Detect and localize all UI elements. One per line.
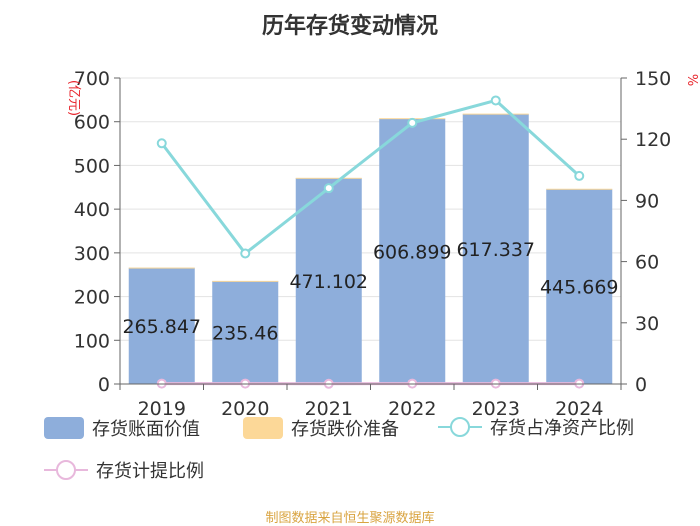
right-axis-tick-label: 150 — [635, 68, 671, 90]
point-net-asset-ratio — [241, 249, 249, 257]
right-axis-tick-label: 30 — [635, 313, 659, 335]
bar-value-label: 235.46 — [212, 323, 278, 345]
left-axis-tick-label: 300 — [74, 243, 110, 265]
legend-label-provision-ratio: 存货计提比例 — [96, 457, 204, 483]
point-net-asset-ratio — [158, 139, 166, 147]
right-axis-unit-label: % — [684, 74, 699, 86]
right-axis-tick-label: 90 — [635, 190, 659, 212]
legend-item-book-value[interactable]: 存货账面价值 — [44, 415, 200, 441]
left-axis-tick-label: 500 — [74, 155, 110, 177]
bar-value-label: 265.847 — [122, 316, 201, 338]
legend-swatch-net-asset-ratio — [438, 415, 482, 439]
left-axis-tick-label: 200 — [74, 287, 110, 309]
bar-value-label: 445.669 — [540, 277, 619, 299]
legend-swatch-provision-ratio — [44, 458, 88, 482]
point-net-asset-ratio — [575, 172, 583, 180]
legend-swatch-book-value — [44, 417, 84, 439]
left-axis-unit-label: (亿元) — [66, 80, 81, 116]
right-axis-tick-label: 0 — [635, 374, 647, 396]
right-axis-tick-label: 60 — [635, 252, 659, 274]
left-axis-tick-label: 100 — [74, 330, 110, 352]
source-note: 制图数据来自恒生聚源数据库 — [0, 507, 700, 526]
point-net-asset-ratio — [408, 119, 416, 127]
legend-item-net-asset-ratio[interactable]: 存货占净资产比例 — [438, 414, 634, 440]
bar-value-label: 606.899 — [373, 241, 452, 263]
legend-swatch-impairment — [243, 417, 283, 439]
bar-impairment — [212, 281, 278, 282]
legend-label-impairment: 存货跌价准备 — [291, 415, 399, 441]
bar-impairment — [129, 268, 195, 269]
legend-label-book-value: 存货账面价值 — [92, 415, 200, 441]
left-axis-tick-label: 0 — [98, 374, 110, 396]
bar-impairment — [296, 178, 362, 179]
gridlines — [120, 78, 621, 340]
bar-value-label: 617.337 — [456, 239, 535, 261]
legend-label-net-asset-ratio: 存货占净资产比例 — [490, 414, 634, 440]
left-axis-tick-label: 400 — [74, 199, 110, 221]
legend-item-impairment[interactable]: 存货跌价准备 — [243, 415, 399, 441]
bar-impairment — [463, 114, 529, 115]
point-net-asset-ratio — [492, 96, 500, 104]
bar-value-label: 471.102 — [289, 271, 368, 293]
point-net-asset-ratio — [325, 184, 333, 192]
bar-impairment — [546, 189, 612, 190]
legend-item-provision-ratio[interactable]: 存货计提比例 — [44, 457, 204, 483]
right-axis-tick-label: 120 — [635, 129, 671, 151]
